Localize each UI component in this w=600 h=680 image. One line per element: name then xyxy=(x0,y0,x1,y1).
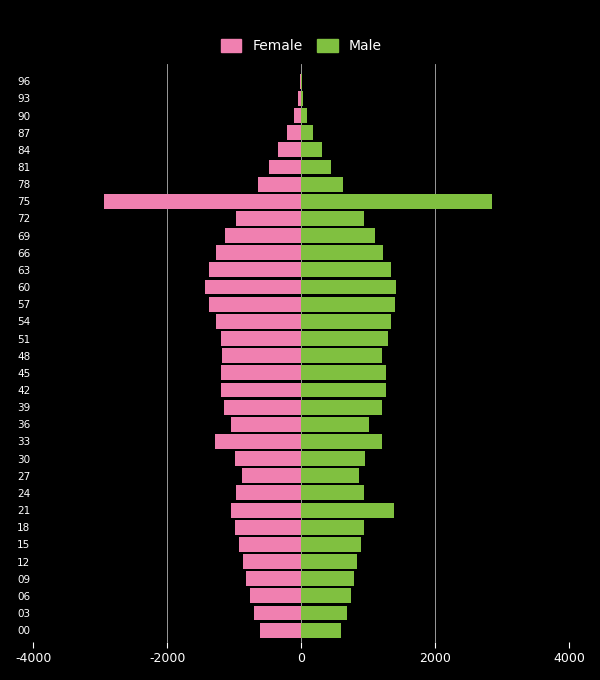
Bar xyxy=(301,91,303,106)
Bar xyxy=(205,279,301,294)
Bar xyxy=(242,469,301,483)
Bar xyxy=(301,348,382,363)
Bar xyxy=(301,434,382,449)
Bar xyxy=(294,108,301,123)
Bar xyxy=(301,383,386,397)
Bar xyxy=(301,125,313,140)
Bar xyxy=(301,108,307,123)
Bar xyxy=(301,160,331,174)
Bar xyxy=(301,142,322,157)
Bar xyxy=(301,486,364,500)
Bar xyxy=(269,160,301,174)
Bar xyxy=(235,520,301,534)
Bar xyxy=(301,262,391,277)
Bar xyxy=(221,331,301,346)
Bar xyxy=(231,503,301,517)
Bar xyxy=(301,537,361,551)
Bar xyxy=(287,125,301,140)
Bar xyxy=(246,571,301,586)
Bar xyxy=(298,91,301,106)
Bar xyxy=(216,245,301,260)
Bar xyxy=(104,194,301,209)
Legend: Female, Male: Female, Male xyxy=(221,39,382,53)
Bar xyxy=(215,434,301,449)
Bar xyxy=(236,486,301,500)
Bar xyxy=(301,623,341,638)
Bar xyxy=(301,211,364,226)
Bar xyxy=(301,177,343,192)
Bar xyxy=(236,211,301,226)
Bar xyxy=(301,469,359,483)
Bar xyxy=(224,400,301,415)
Bar xyxy=(221,365,301,380)
Bar xyxy=(301,503,394,517)
Bar xyxy=(301,194,492,209)
Bar xyxy=(301,606,347,620)
Bar xyxy=(221,383,301,397)
Bar xyxy=(260,623,301,638)
Bar xyxy=(243,554,301,569)
Bar xyxy=(301,571,354,586)
Bar xyxy=(301,451,365,466)
Bar xyxy=(301,314,391,329)
Bar xyxy=(301,520,364,534)
Bar xyxy=(235,451,301,466)
Bar xyxy=(301,400,382,415)
Bar xyxy=(258,177,301,192)
Bar xyxy=(254,606,301,620)
Bar xyxy=(301,279,396,294)
Bar xyxy=(239,537,301,551)
Bar xyxy=(301,554,358,569)
Bar xyxy=(216,314,301,329)
Bar xyxy=(301,228,375,243)
Bar xyxy=(301,245,383,260)
Bar xyxy=(222,348,301,363)
Bar xyxy=(209,262,301,277)
Bar xyxy=(226,228,301,243)
Bar xyxy=(301,331,388,346)
Bar xyxy=(301,296,395,311)
Bar xyxy=(301,588,350,603)
Bar xyxy=(301,365,386,380)
Bar xyxy=(278,142,301,157)
Bar xyxy=(209,296,301,311)
Bar xyxy=(250,588,301,603)
Bar xyxy=(301,417,369,432)
Bar xyxy=(231,417,301,432)
